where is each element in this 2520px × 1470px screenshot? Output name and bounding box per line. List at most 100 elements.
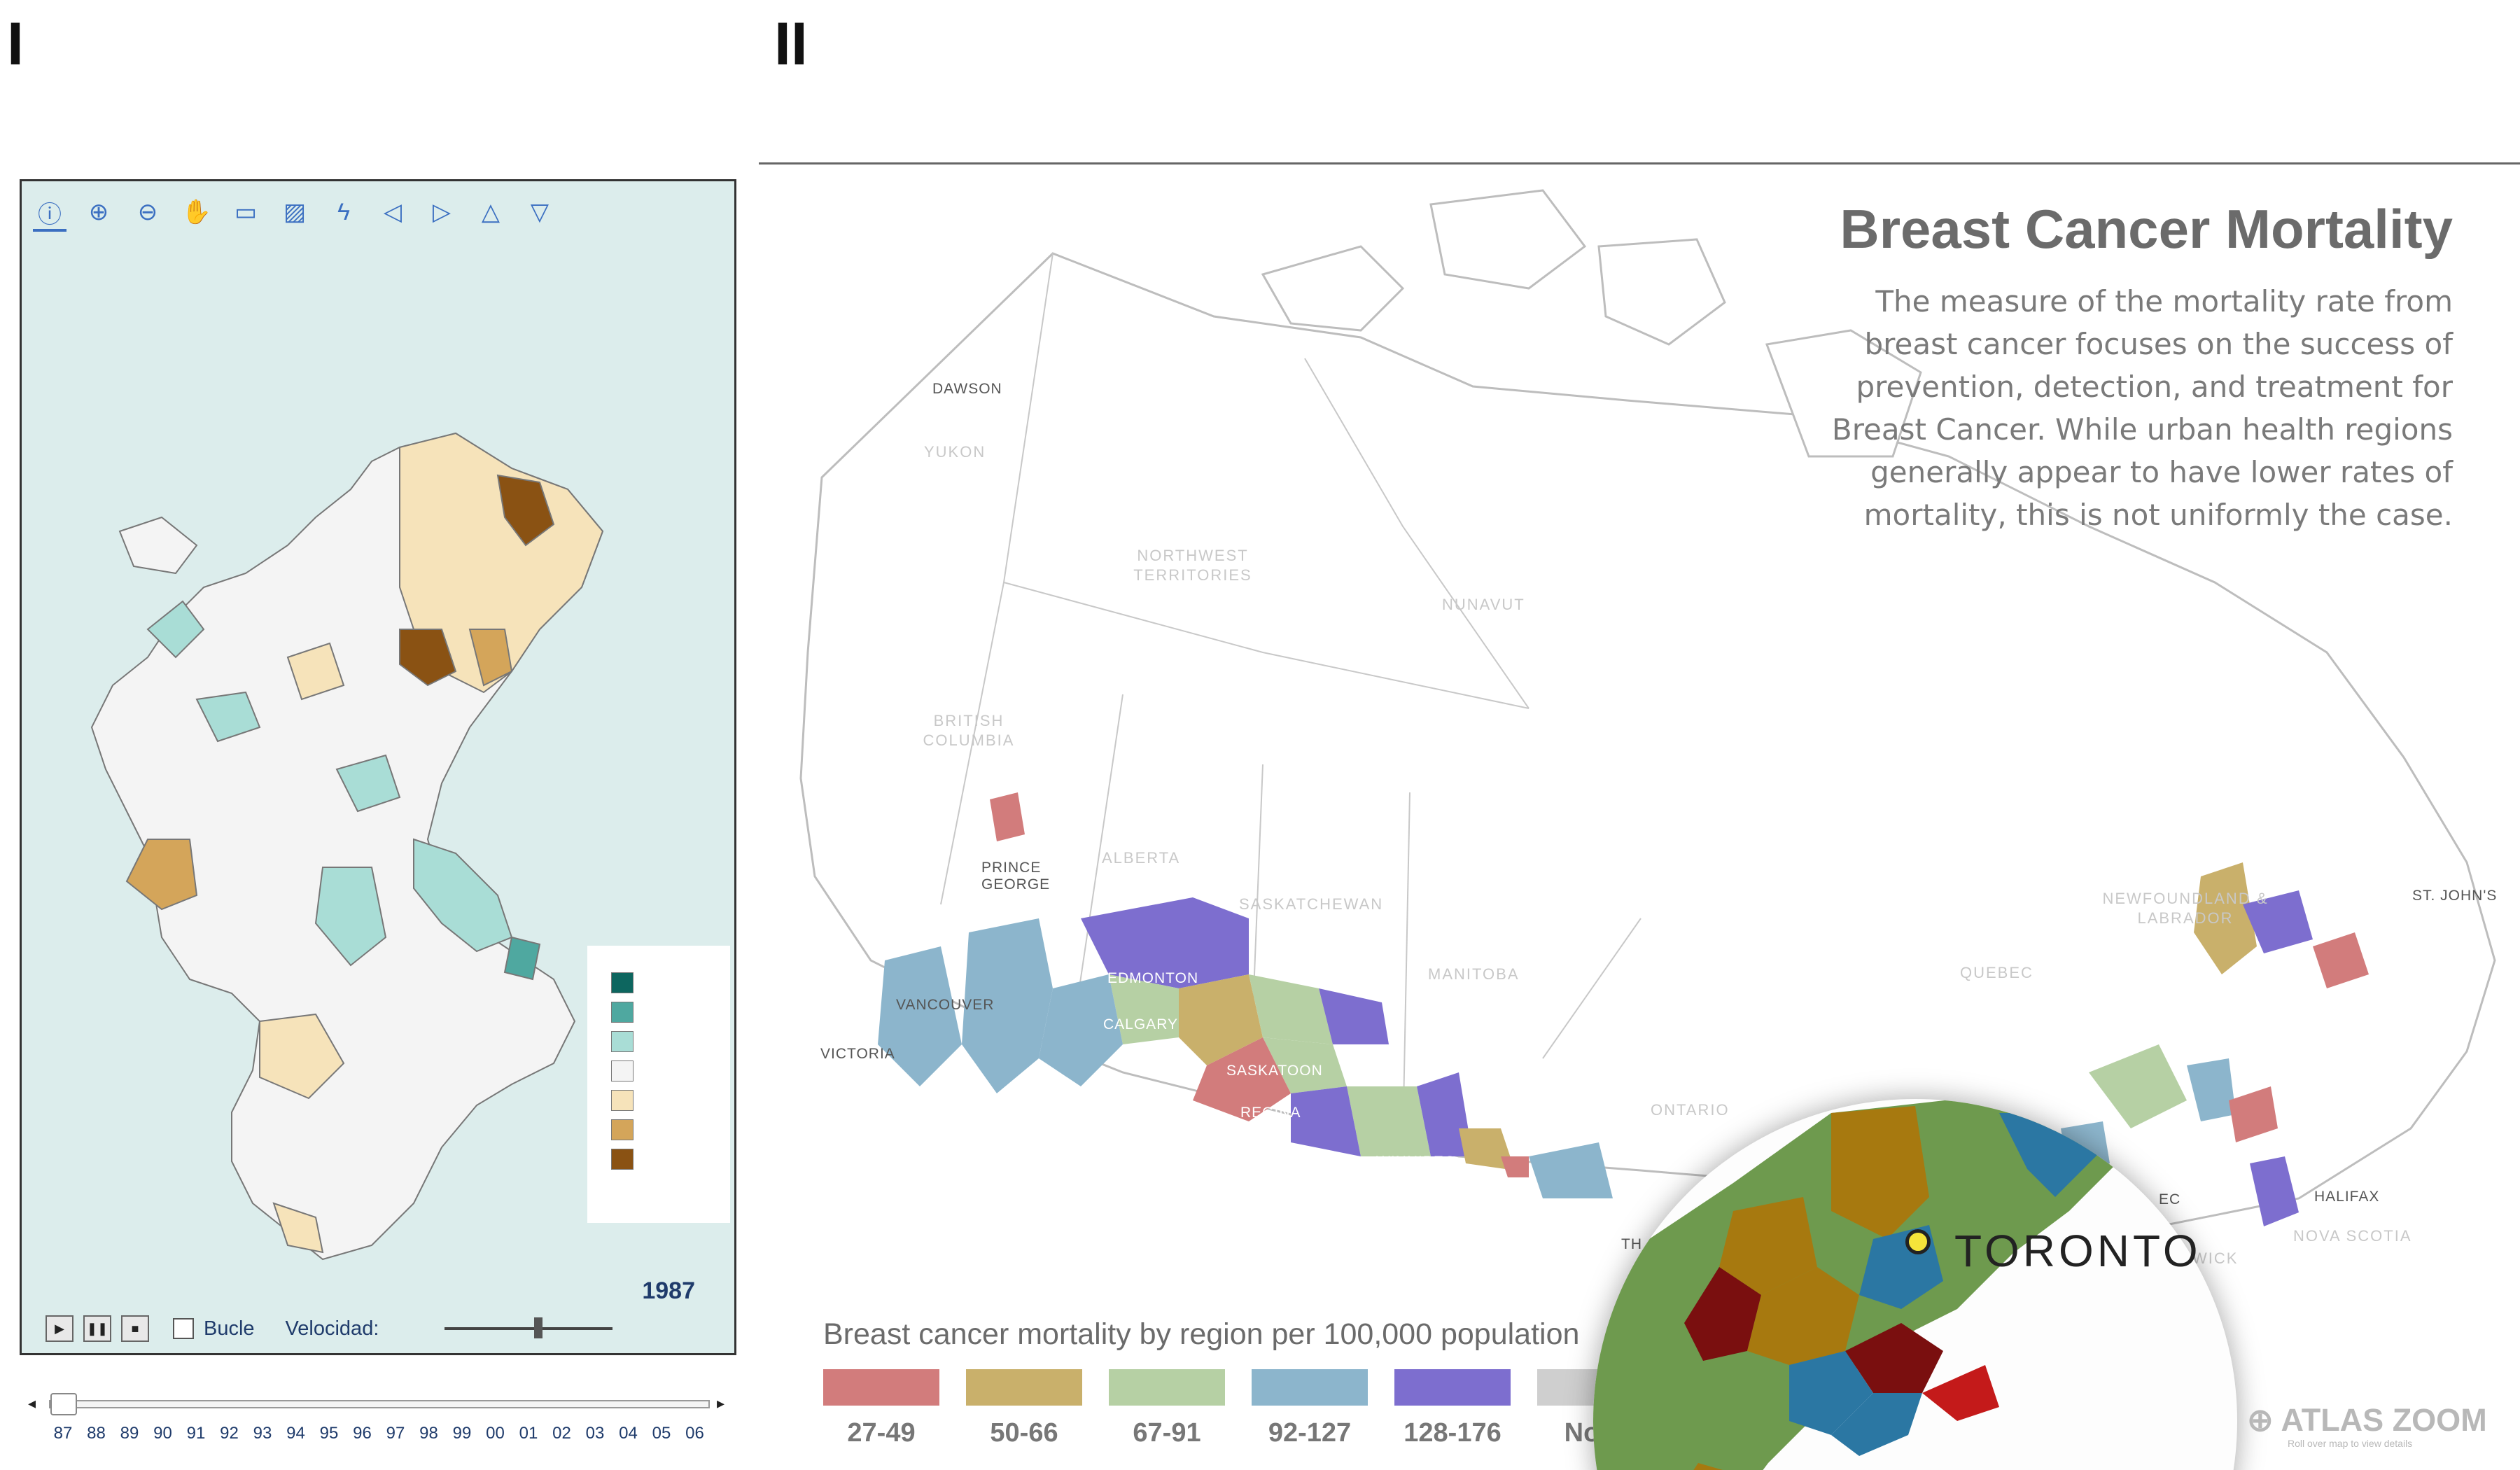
timeline-tick-label: 02 (552, 1424, 571, 1443)
region-label: ALBERTA (1102, 849, 1181, 867)
timeline-tick-label: 01 (519, 1424, 538, 1443)
region-label: NUNAVUT (1442, 596, 1525, 613)
region-label: SASKATCHEWAN (1239, 895, 1384, 913)
legend-item: 50-66 (966, 1369, 1082, 1448)
timeline-tick-label: 98 (419, 1424, 438, 1443)
loop-label: Bucle (204, 1317, 255, 1340)
legend-swatch (611, 972, 634, 993)
city-label: EDMONTON (1107, 970, 1199, 986)
legend-item: 67-91 (1109, 1369, 1225, 1448)
zoom-city-label: TORONTO (1954, 1226, 2202, 1276)
timeline-tick-label: 94 (286, 1424, 305, 1443)
arrow-right-icon[interactable]: ▷ (432, 199, 451, 225)
timeline-tick-label: 06 (685, 1424, 704, 1443)
legend-swatch (611, 1031, 634, 1052)
zoom-in-icon[interactable]: ⊕ (88, 199, 109, 225)
legend-range: 50-66 (990, 1418, 1058, 1448)
map-toolbar: ⓘ ⊕ ⊖ ✋ ▭ ▨ ϟ ◁ ▷ △ ▽ (33, 195, 556, 232)
loop-checkbox[interactable] (173, 1318, 194, 1339)
region-label: MANITOBA (1428, 965, 1520, 983)
region-label: QUEBEC (1960, 964, 2033, 981)
city-label: VICTORIA (820, 1046, 895, 1062)
city-label: TH (1621, 1236, 1642, 1252)
pan-hand-icon[interactable]: ✋ (181, 199, 212, 225)
timeline-slider[interactable] (49, 1400, 710, 1408)
legend-swatch (611, 1002, 634, 1023)
timeline-tick-label: 93 (253, 1424, 272, 1443)
region-label: BRITISH COLUMBIA (923, 712, 1015, 749)
legend-swatch (611, 1060, 634, 1082)
timeline-tick-label: 05 (652, 1424, 671, 1443)
speed-slider-knob[interactable] (534, 1317, 543, 1338)
legend-swatch (1394, 1369, 1511, 1406)
toronto-marker-icon[interactable] (1905, 1229, 1931, 1254)
city-label: PRINCE GEORGE (981, 860, 1051, 892)
legend-swatch (611, 1090, 634, 1111)
ontario-zoom-map[interactable] (1593, 1099, 2237, 1470)
timeline-tick-label: 89 (120, 1424, 139, 1443)
timeline-left-arrow-icon[interactable]: ◂ (28, 1394, 36, 1412)
timeline-tick-label: 99 (452, 1424, 472, 1443)
legend-range: 92-127 (1268, 1418, 1352, 1448)
timeline-right-arrow-icon[interactable]: ▸ (717, 1394, 725, 1412)
timeline-tick-label: 95 (319, 1424, 339, 1443)
select-rect-icon[interactable]: ▭ (234, 199, 258, 225)
city-label: SASKATOON (1226, 1063, 1323, 1079)
info-icon[interactable]: ⓘ (33, 195, 66, 232)
legend-swatch (966, 1369, 1082, 1406)
zoom-out-icon[interactable]: ⊖ (137, 199, 158, 225)
region-label: ONTARIO (1651, 1101, 1730, 1119)
animation-controls: ▶ ❚❚ ■ Bucle Velocidad: (46, 1315, 613, 1342)
region-label: WICK (2192, 1250, 2239, 1267)
play-icon[interactable]: ▶ (46, 1315, 74, 1342)
arrow-left-icon[interactable]: ◁ (383, 199, 402, 225)
city-label: CALGARY (1103, 1016, 1178, 1032)
timeline-tick-label: 97 (386, 1424, 405, 1443)
city-label: HALIFAX (2314, 1189, 2380, 1205)
brand-name: ATLAS ZOOM (2281, 1402, 2487, 1438)
full-extent-icon[interactable]: ▨ (283, 199, 307, 225)
timeline-thumb[interactable] (50, 1393, 77, 1415)
speed-slider[interactable] (444, 1317, 613, 1338)
arrow-down-icon[interactable]: ▽ (530, 199, 550, 225)
current-year: 1987 (642, 1278, 695, 1304)
valencia-choropleth-map[interactable] (22, 237, 738, 1357)
city-label: DAWSON (932, 381, 1002, 397)
region-label: NORTHWEST TERRITORIES (1133, 547, 1252, 584)
legend-item: 27-49 (823, 1369, 939, 1448)
city-label: ST. JOHN'S (2412, 888, 2498, 904)
panel-one-label: I (7, 10, 24, 78)
arrow-up-icon[interactable]: △ (481, 199, 500, 225)
timeline-tick-label: 00 (486, 1424, 505, 1443)
city-label: EC (2159, 1191, 2181, 1208)
city-label: WINNIPEG (1376, 1154, 1457, 1170)
canada-map[interactable] (759, 162, 2520, 1470)
atlas-zoom-logo[interactable]: ⊕ ATLAS ZOOM (2247, 1402, 2487, 1438)
pause-icon[interactable]: ❚❚ (83, 1315, 111, 1342)
canada-atlas-panel: Breast Cancer Mortality The measure of t… (759, 162, 2520, 1470)
timeline-tick-label: 92 (220, 1424, 239, 1443)
timeline-tick-label: 88 (87, 1424, 106, 1443)
timeline-tick-label: 87 (53, 1424, 73, 1443)
timeline-tick-label: 03 (585, 1424, 605, 1443)
brand-subtext: Roll over map to view details (2288, 1438, 2413, 1449)
region-label: NOVA SCOTIA (2293, 1227, 2412, 1245)
stop-icon[interactable]: ■ (121, 1315, 149, 1342)
divider (759, 162, 2520, 164)
valencia-map-viewer: ⓘ ⊕ ⊖ ✋ ▭ ▨ ϟ ◁ ▷ △ ▽ (20, 179, 736, 1355)
legend-swatch (611, 1149, 634, 1170)
legend-range: 67-91 (1133, 1418, 1201, 1448)
timeline-tick-label: 90 (153, 1424, 172, 1443)
panel-two-label: II (774, 10, 808, 78)
legend-title: Breast cancer mortality by region per 10… (823, 1317, 1580, 1351)
legend-swatch (1252, 1369, 1368, 1406)
region-label: YUKON (924, 443, 986, 461)
lightning-icon[interactable]: ϟ (337, 198, 350, 225)
speed-label: Velocidad: (285, 1317, 379, 1340)
map-description: The measure of the mortality rate from b… (1831, 284, 2453, 532)
legend-swatch (1109, 1369, 1225, 1406)
legend-swatch (823, 1369, 939, 1406)
legend-range: 27-49 (847, 1418, 916, 1448)
legend-swatch (611, 1119, 634, 1140)
legend-item: 128-176 (1394, 1369, 1511, 1448)
